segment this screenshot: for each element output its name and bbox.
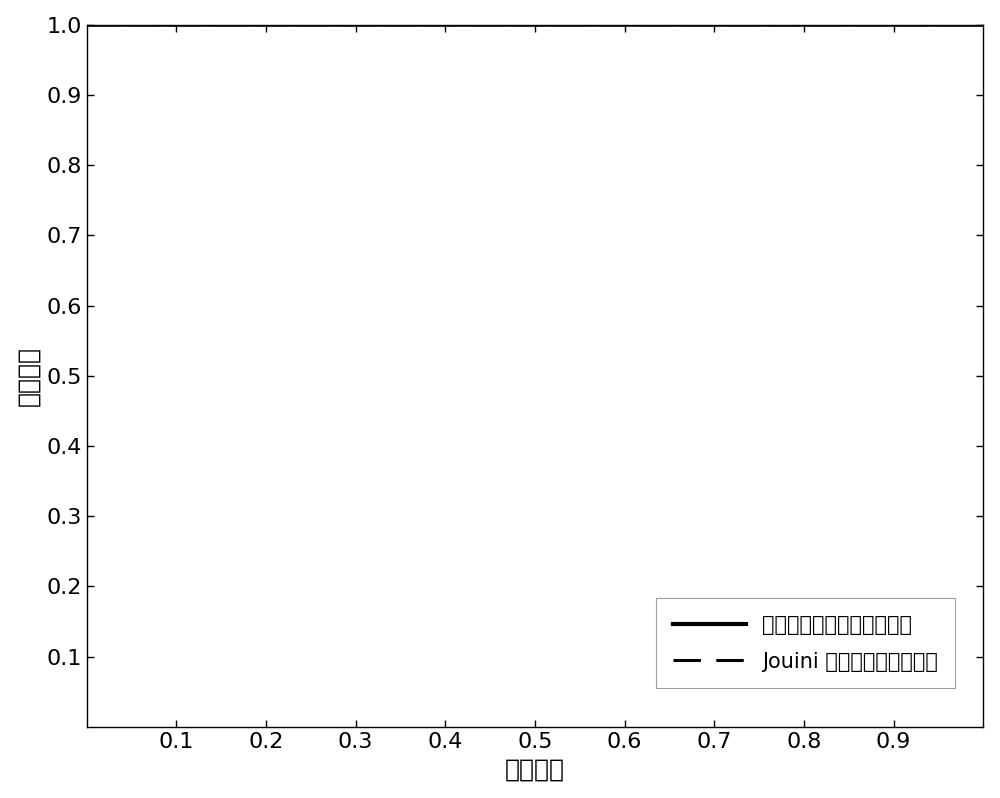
Y-axis label: 检测概率: 检测概率 xyxy=(17,346,41,406)
本发明提出的频谱感知方法 xyxy=(621,20,633,30)
本发明提出的频谱感知方法 xyxy=(746,20,758,30)
本发明提出的频谱感知方法 xyxy=(142,20,154,30)
Jouini 提出的频谱感知方法 xyxy=(621,20,633,30)
Legend: 本发明提出的频谱感知方法, Jouini 提出的频谱感知方法: 本发明提出的频谱感知方法, Jouini 提出的频谱感知方法 xyxy=(656,598,955,689)
Jouini 提出的频谱感知方法 xyxy=(296,20,308,30)
本发明提出的频谱感知方法 xyxy=(424,20,436,30)
Jouini 提出的频谱感知方法 xyxy=(746,20,758,30)
X-axis label: 虚警概率: 虚警概率 xyxy=(505,757,565,781)
Jouini 提出的频谱感知方法 xyxy=(567,20,579,30)
本发明提出的频谱感知方法 xyxy=(567,20,579,30)
本发明提出的频谱感知方法 xyxy=(81,20,93,30)
Jouini 提出的频谱感知方法 xyxy=(424,20,436,30)
Jouini 提出的频谱感知方法 xyxy=(142,20,154,30)
本发明提出的频谱感知方法 xyxy=(296,20,308,30)
本发明提出的频谱感知方法 xyxy=(977,20,989,30)
Jouini 提出的频谱感知方法 xyxy=(977,20,989,30)
Jouini 提出的频谱感知方法 xyxy=(964,20,976,30)
Jouini 提出的频谱感知方法 xyxy=(81,20,93,30)
